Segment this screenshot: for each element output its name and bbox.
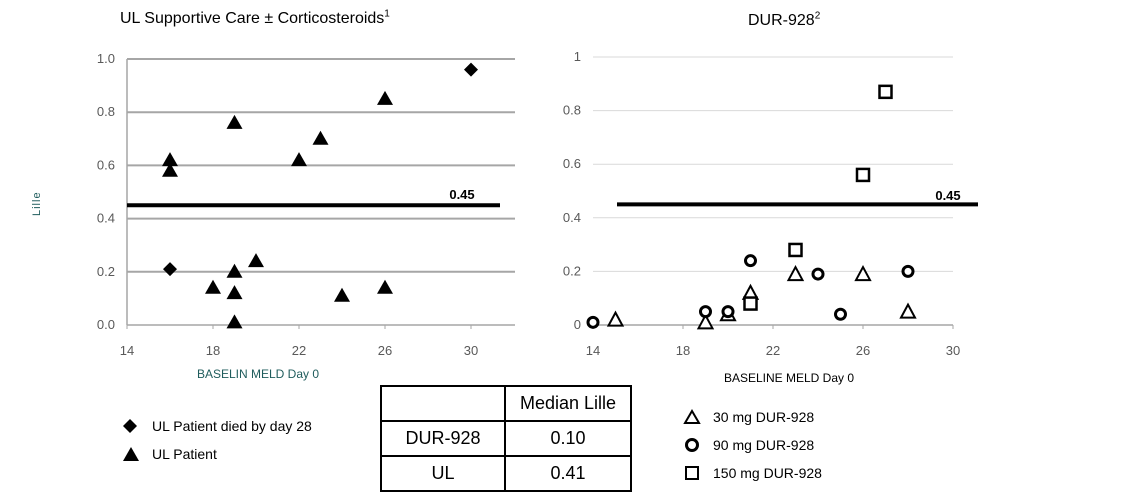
x-tick-label: 30 bbox=[464, 343, 478, 358]
x-tick-label: 22 bbox=[766, 343, 780, 358]
y-tick-label: 0.8 bbox=[97, 104, 115, 119]
y-tick-label: 0.6 bbox=[97, 157, 115, 172]
right-plot: 0 0.2 0.4 0.6 0.8 1 14 18 22 26 30 bbox=[563, 49, 978, 358]
legend-item-died: UL Patient died by day 28 bbox=[122, 412, 312, 440]
data-point-open-square bbox=[878, 84, 893, 100]
median-lille-table: Median Lille DUR-928 0.10 UL 0.41 bbox=[380, 385, 632, 492]
x-tick-label: 18 bbox=[206, 343, 220, 358]
y-tick-label: 0.2 bbox=[563, 263, 581, 278]
legend-item-150mg: 150 mg DUR-928 bbox=[683, 459, 822, 487]
left-legend: UL Patient died by day 28 UL Patient bbox=[122, 412, 312, 468]
left-chart-title: UL Supportive Care ± Corticosteroids1 bbox=[120, 8, 390, 27]
data-point-triangle bbox=[226, 114, 243, 129]
table-row-value: 0.10 bbox=[504, 420, 632, 457]
table-row-label: DUR-928 bbox=[380, 420, 506, 457]
x-tick-label: 26 bbox=[856, 343, 870, 358]
right-legend: 30 mg DUR-928 90 mg DUR-928 150 mg DUR-9… bbox=[683, 403, 822, 487]
open-square-icon bbox=[683, 464, 705, 482]
right-chart-title: DUR-9282 bbox=[748, 10, 821, 29]
data-point-triangle bbox=[226, 285, 243, 300]
x-tick-label: 26 bbox=[378, 343, 392, 358]
data-point-open-circle bbox=[834, 307, 847, 321]
data-point-open-triangle bbox=[899, 302, 917, 319]
table-row-value: 0.41 bbox=[504, 455, 632, 492]
data-point-triangle bbox=[226, 314, 243, 329]
data-point-triangle bbox=[377, 90, 393, 105]
data-point-triangle bbox=[226, 263, 243, 278]
table-corner-cell bbox=[380, 385, 506, 422]
data-point-diamond bbox=[163, 262, 177, 277]
data-point-diamond bbox=[464, 62, 478, 77]
diamond-icon bbox=[122, 417, 144, 435]
legend-item-patient: UL Patient bbox=[122, 440, 312, 468]
data-point-triangle bbox=[205, 279, 221, 294]
legend-label-patient: UL Patient bbox=[152, 446, 217, 462]
left-reference-label: 0.45 bbox=[449, 187, 474, 202]
x-tick-label: 22 bbox=[292, 343, 306, 358]
left-x-axis-label: BASELIN MELD Day 0 bbox=[197, 367, 319, 381]
data-point-triangle bbox=[291, 152, 307, 167]
open-circle-icon bbox=[683, 436, 705, 454]
table-row: DUR-928 0.10 bbox=[380, 420, 632, 457]
data-point-open-square bbox=[788, 242, 803, 258]
x-tick-label: 14 bbox=[120, 343, 134, 358]
x-tick-label: 14 bbox=[586, 343, 600, 358]
data-point-open-triangle bbox=[606, 310, 625, 327]
data-point-triangle bbox=[162, 162, 178, 177]
triangle-icon bbox=[122, 445, 144, 463]
legend-label-150mg: 150 mg DUR-928 bbox=[713, 465, 822, 481]
data-point-open-circle bbox=[721, 305, 735, 319]
data-point-open-circle bbox=[901, 264, 915, 278]
legend-item-30mg: 30 mg DUR-928 bbox=[683, 403, 822, 431]
y-tick-label: 1.0 bbox=[97, 51, 115, 66]
open-triangle-icon bbox=[683, 408, 705, 426]
right-x-axis-label: BASELINE MELD Day 0 bbox=[724, 371, 854, 385]
right-reference-label: 0.45 bbox=[935, 188, 960, 203]
data-point-open-circle bbox=[744, 254, 757, 268]
data-point-open-circle bbox=[699, 305, 712, 319]
y-tick-label: 0 bbox=[574, 317, 581, 332]
data-point-triangle bbox=[162, 152, 178, 167]
x-tick-label: 18 bbox=[676, 343, 690, 358]
data-point-open-triangle bbox=[854, 264, 872, 282]
legend-label-90mg: 90 mg DUR-928 bbox=[713, 437, 815, 453]
legend-item-90mg: 90 mg DUR-928 bbox=[683, 431, 822, 459]
y-tick-label: 0.0 bbox=[97, 317, 115, 332]
y-tick-label: 0.2 bbox=[97, 264, 115, 279]
data-point-triangle bbox=[248, 253, 264, 268]
table-header-row: Median Lille bbox=[380, 385, 632, 422]
data-point-open-triangle bbox=[786, 264, 805, 282]
data-point-triangle bbox=[312, 130, 329, 145]
data-point-open-circle bbox=[586, 315, 600, 329]
left-plot: 0.0 0.2 0.4 0.6 0.8 1.0 14 18 22 26 30 bbox=[97, 51, 515, 358]
table-row-label: UL bbox=[380, 455, 506, 492]
legend-label-died: UL Patient died by day 28 bbox=[152, 418, 312, 434]
table-row: UL 0.41 bbox=[380, 455, 632, 492]
data-point-open-circle bbox=[811, 267, 825, 281]
table-header-cell: Median Lille bbox=[504, 385, 632, 422]
y-tick-label: 0.8 bbox=[563, 103, 581, 118]
data-point-triangle bbox=[377, 279, 393, 294]
y-tick-label: 0.4 bbox=[97, 211, 115, 226]
data-point-open-triangle bbox=[696, 313, 715, 330]
data-point-triangle bbox=[334, 287, 350, 302]
y-tick-label: 0.6 bbox=[563, 156, 581, 171]
x-tick-label: 30 bbox=[946, 343, 960, 358]
y-tick-label: 1 bbox=[574, 49, 581, 64]
y-tick-label: 0.4 bbox=[563, 210, 581, 225]
data-point-open-square bbox=[743, 296, 758, 311]
data-point-open-square bbox=[855, 167, 871, 183]
legend-label-30mg: 30 mg DUR-928 bbox=[713, 409, 815, 425]
